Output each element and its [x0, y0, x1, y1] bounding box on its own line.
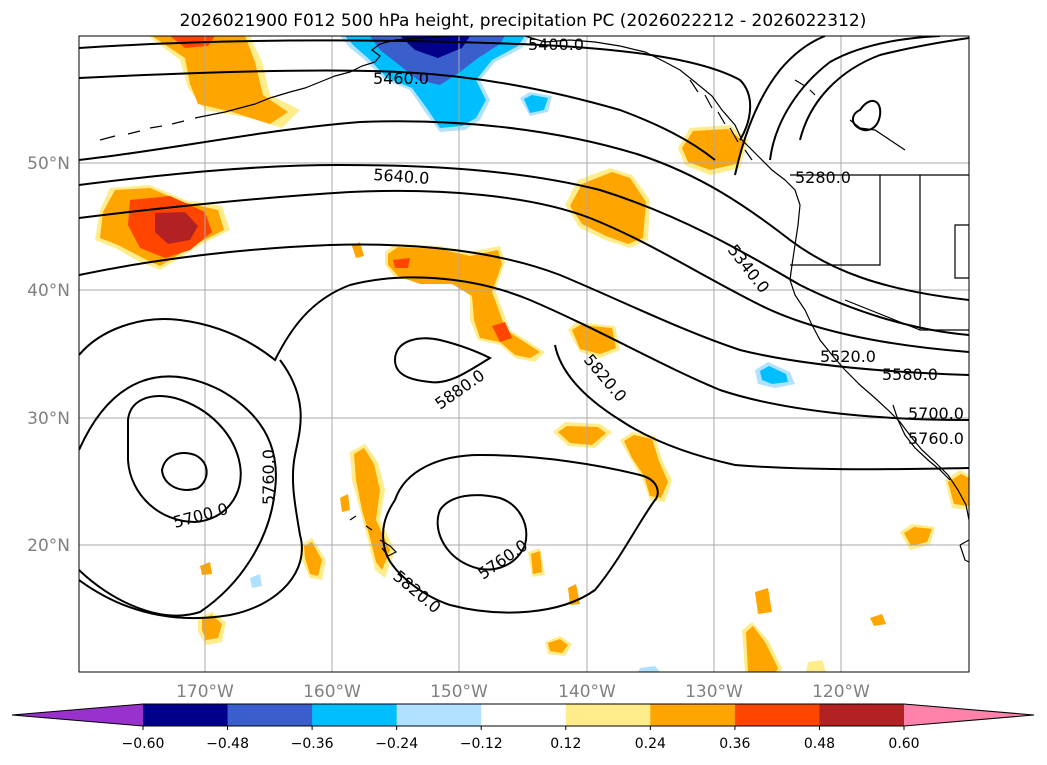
lon-label-170w: 170°W	[176, 682, 234, 702]
colorbar-segment	[227, 704, 313, 726]
colorbar-tick-label: −0.60	[122, 736, 165, 752]
colorbar: −0.60 −0.48 −0.36 −0.24 −0.12 0.12 0.24 0.36 0.4…	[11, 703, 1035, 752]
contour-label-5700-b: 5700.0	[908, 404, 964, 423]
longitude-labels: 170°W 160°W 150°W 140°W 130°W 120°W	[176, 682, 870, 702]
colorbar-tick-label: −0.36	[291, 736, 334, 752]
colorbar-tick-label: −0.12	[460, 736, 503, 752]
colorbar-segment	[312, 704, 398, 726]
contour-label-5400: 5400.0	[528, 35, 584, 54]
contour-label-5460: 5460.0	[373, 69, 429, 88]
lon-label-140w: 140°W	[558, 682, 616, 702]
colorbar-segment	[565, 704, 651, 726]
contour-label-5760-a: 5760.0	[259, 449, 278, 505]
colorbar-segment	[650, 704, 736, 726]
map-area: 5400.0 5460.0 5280.0 5640.0 5340.0 5520.…	[79, 35, 969, 672]
lon-label-120w: 120°W	[812, 682, 870, 702]
colorbar-segment	[143, 704, 229, 726]
map-border	[78, 35, 970, 673]
lat-label-40n: 40°N	[27, 281, 70, 301]
contour-label-5760-b: 5760.0	[908, 429, 964, 448]
graticule	[79, 36, 969, 672]
colorbar-extend-high	[904, 704, 1034, 726]
colorbar-extend-low	[12, 704, 143, 726]
lon-label-150w: 150°W	[430, 682, 488, 702]
colorbar-tick-label: 0.36	[719, 736, 750, 752]
colorbar-tick-label: 0.48	[804, 736, 835, 752]
colorbar-tick-label: −0.24	[375, 736, 418, 752]
lon-label-160w: 160°W	[303, 682, 361, 702]
lat-label-20n: 20°N	[27, 536, 70, 556]
height-contours	[79, 36, 969, 620]
colorbar-segment	[819, 704, 905, 726]
latitude-labels: 50°N 40°N 30°N 20°N	[27, 154, 70, 556]
colorbar-segment	[481, 704, 567, 726]
lat-label-50n: 50°N	[27, 154, 70, 174]
colorbar-segment	[396, 704, 482, 726]
precip-positive-shading	[95, 36, 969, 672]
figure-title: 2026021900 F012 500 hPa height, precipit…	[180, 11, 867, 31]
colorbar-tick-label: 0.24	[635, 736, 666, 752]
colorbar-segment	[734, 704, 820, 726]
colorbar-tick-label: 0.12	[550, 736, 581, 752]
contour-label-5580: 5580.0	[882, 365, 938, 384]
contour-label-5640: 5640.0	[373, 165, 430, 188]
colorbar-tick-label: −0.48	[206, 736, 249, 752]
precip-negative-shading	[250, 36, 795, 672]
colorbar-tick-label: 0.60	[888, 736, 919, 752]
lat-label-30n: 30°N	[27, 409, 70, 429]
coastlines	[99, 36, 969, 563]
contour-label-5520: 5520.0	[820, 347, 876, 366]
contour-label-5280: 5280.0	[795, 168, 851, 187]
lon-label-130w: 130°W	[685, 682, 743, 702]
